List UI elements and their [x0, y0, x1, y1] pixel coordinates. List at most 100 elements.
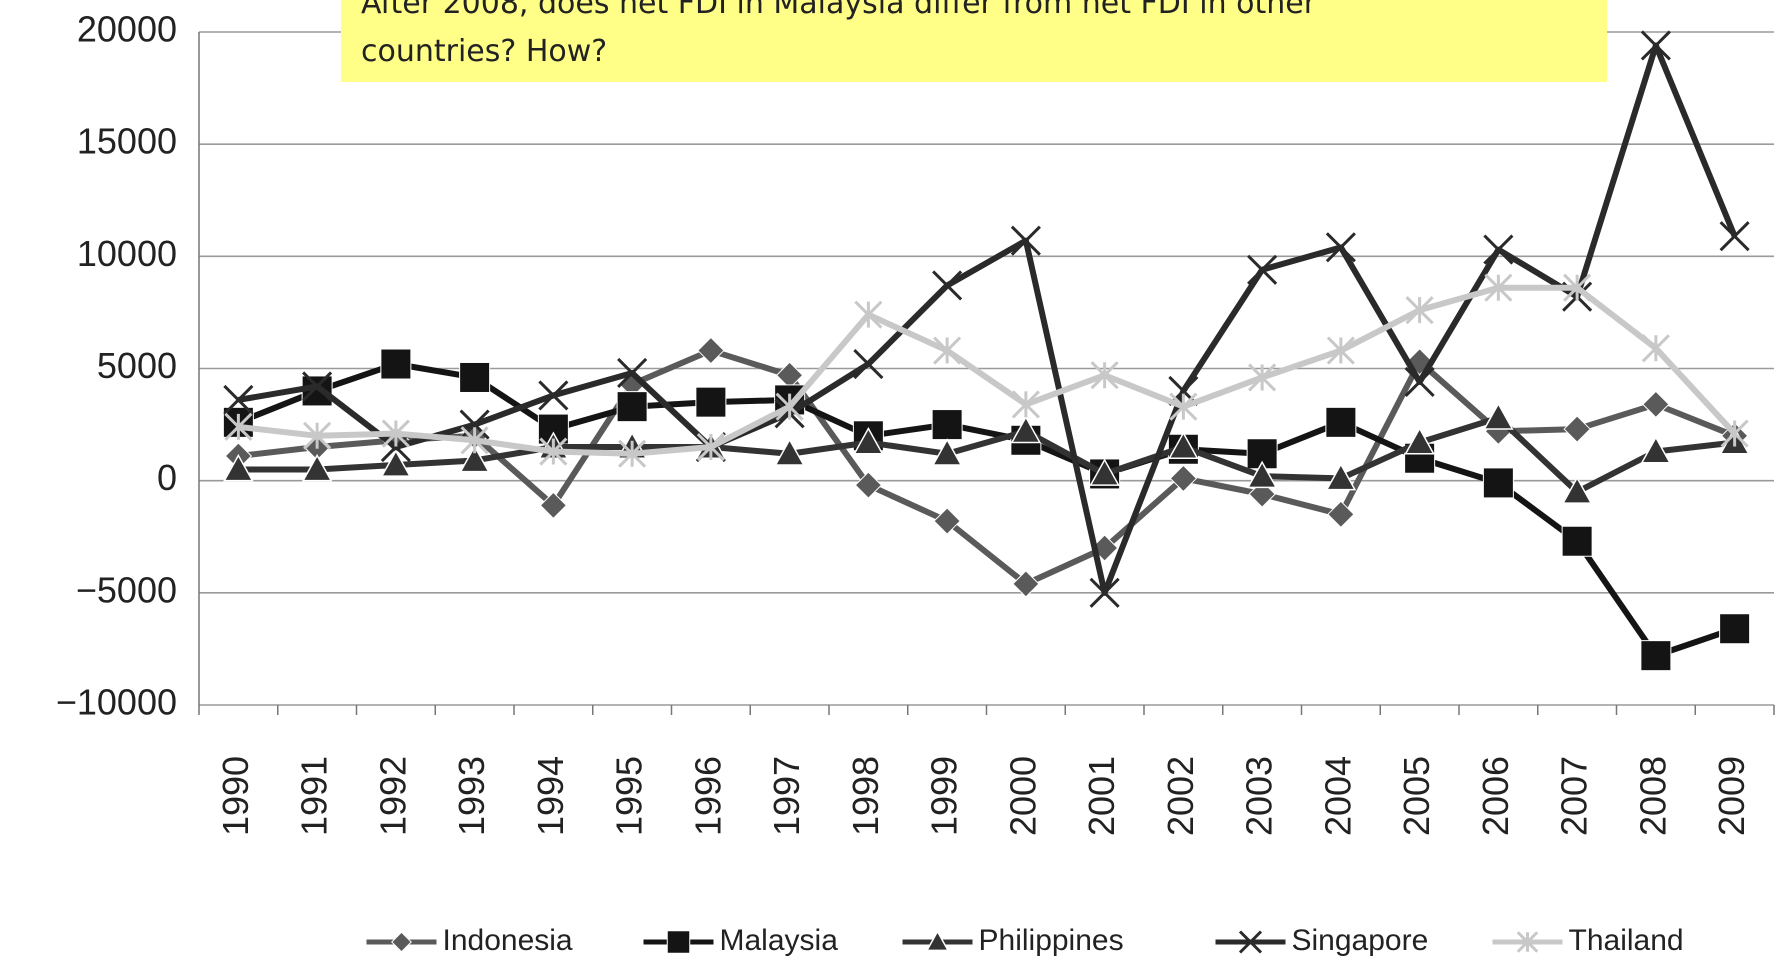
legend-item: Malaysia — [643, 924, 839, 957]
x-tick-label: 2003 — [1239, 756, 1280, 836]
marker — [1561, 525, 1593, 557]
x-tick-label: 2002 — [1160, 756, 1201, 836]
legend-item: Singapore — [1215, 924, 1429, 957]
marker — [696, 432, 725, 462]
marker — [224, 412, 253, 441]
series-line — [237, 42, 1738, 596]
y-tick-label: −5000 — [76, 569, 177, 610]
marker — [853, 348, 884, 380]
marker — [1090, 361, 1119, 390]
marker — [1326, 336, 1355, 365]
marker — [618, 439, 647, 468]
legend-item: Indonesia — [366, 924, 573, 957]
marker — [380, 348, 412, 380]
x-tick-label: 1996 — [687, 756, 728, 836]
x-tick-label: 2007 — [1554, 756, 1595, 836]
marker — [854, 300, 883, 329]
marker — [1561, 476, 1593, 504]
marker — [774, 438, 805, 466]
marker — [302, 371, 333, 402]
x-tick-label: 2001 — [1081, 756, 1122, 836]
y-tick-label: 20000 — [77, 9, 177, 50]
marker — [666, 930, 691, 954]
x-tick-label: 1995 — [609, 756, 650, 836]
marker — [459, 409, 490, 440]
marker — [1640, 435, 1672, 464]
marker — [695, 386, 727, 418]
y-tick-label: −10000 — [56, 682, 177, 723]
marker — [1169, 392, 1198, 421]
marker — [1089, 577, 1120, 608]
marker — [931, 409, 963, 441]
x-tick-label: 1991 — [294, 756, 335, 836]
marker — [1483, 402, 1514, 430]
legend-label: Malaysia — [720, 924, 839, 957]
marker — [1325, 406, 1357, 438]
marker — [1010, 415, 1042, 444]
x-tick-label: 1992 — [372, 756, 413, 836]
marker — [1641, 334, 1670, 363]
marker — [1404, 366, 1435, 398]
y-tick-label: 5000 — [97, 345, 177, 386]
x-tick-label: 1998 — [845, 756, 886, 836]
marker — [925, 929, 950, 952]
marker — [1010, 225, 1041, 256]
marker — [1720, 419, 1749, 448]
marker — [1325, 462, 1357, 491]
marker — [1248, 363, 1277, 392]
marker — [616, 391, 648, 423]
marker — [854, 471, 883, 499]
marker — [381, 419, 410, 448]
marker — [775, 392, 804, 421]
marker — [933, 507, 961, 535]
x-tick-label: 2000 — [1002, 756, 1043, 836]
marker — [933, 336, 962, 365]
annotation: After 2008, does net FDI in Malaysia dif… — [361, 0, 1317, 69]
marker — [1404, 426, 1435, 455]
x-tick-label: 2008 — [1632, 756, 1673, 836]
marker — [1563, 273, 1592, 302]
marker — [1089, 458, 1120, 486]
marker — [1483, 234, 1514, 265]
y-tick-label: 15000 — [77, 121, 177, 162]
marker — [1405, 296, 1434, 325]
x-tick-label: 2006 — [1475, 756, 1516, 836]
marker — [1719, 221, 1750, 252]
marker — [932, 270, 963, 301]
marker — [301, 453, 333, 482]
marker — [539, 491, 568, 520]
marker — [303, 421, 332, 450]
marker — [1246, 460, 1278, 489]
y-tick-label: 0 — [157, 457, 177, 498]
marker — [697, 336, 725, 365]
marker — [1325, 232, 1356, 263]
x-tick-label: 1993 — [451, 756, 492, 836]
legend-label: Singapore — [1292, 924, 1429, 957]
marker — [1516, 931, 1539, 953]
x-tick-label: 1990 — [215, 756, 256, 836]
marker — [1563, 415, 1591, 443]
marker — [460, 426, 489, 455]
marker — [380, 431, 411, 463]
marker — [380, 449, 412, 477]
marker — [539, 437, 568, 466]
legend-label: Indonesia — [443, 924, 573, 957]
marker — [223, 453, 254, 482]
y-tick-label: 10000 — [77, 233, 177, 274]
x-tick-label: 2005 — [1396, 756, 1437, 836]
annotation-box: After 2008, does net FDI in Malaysia dif… — [341, 0, 1607, 82]
marker — [1247, 254, 1278, 285]
x-tick-label: 1994 — [530, 756, 571, 836]
marker — [391, 931, 412, 953]
marker — [853, 426, 884, 455]
legend-label: Thailand — [1569, 924, 1684, 957]
marker — [1640, 640, 1672, 672]
marker — [1011, 390, 1040, 419]
x-tick-label: 1997 — [766, 756, 807, 836]
marker — [1640, 30, 1671, 61]
marker — [1169, 464, 1198, 493]
legend-item: Philippines — [902, 924, 1124, 957]
marker — [1642, 390, 1670, 419]
x-tick-label: 2004 — [1317, 756, 1358, 836]
